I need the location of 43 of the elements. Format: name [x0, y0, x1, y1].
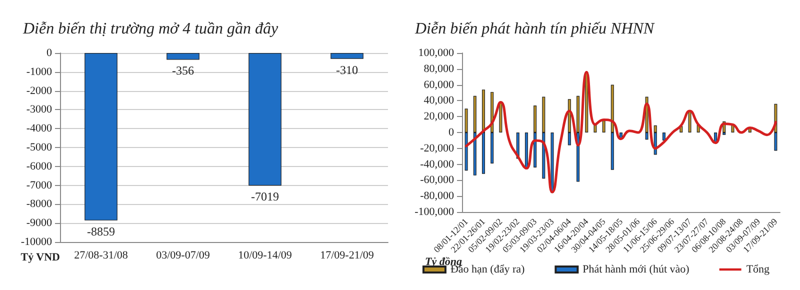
y-tick-label: 0: [448, 126, 454, 138]
chart-title: Diễn biến phát hành tín phiếu NHNN: [414, 20, 656, 38]
y-tick-label: -60,000: [420, 174, 454, 186]
y-tick-label: 20,000: [424, 110, 454, 123]
y-tick-label: -9000: [26, 217, 52, 230]
legend-label: Tổng: [746, 264, 770, 276]
line-series: [465, 70, 777, 194]
y-tick-label: 60,000: [424, 78, 454, 91]
y-tick-label: -20,000: [420, 142, 454, 154]
x-tick-label: 10/09-14/09: [238, 250, 292, 262]
x-tick-label: 27/08-31/08: [74, 250, 128, 262]
bar: [714, 132, 718, 142]
bar: [550, 132, 554, 193]
x-tick-label: 17/09-21/09: [320, 250, 374, 262]
y-tick-label: -10000: [20, 236, 52, 248]
y-tick-label: -80,000: [420, 190, 454, 202]
data-label: -356: [172, 64, 194, 78]
bar: [688, 111, 692, 132]
y-tick-label: -3000: [26, 104, 52, 116]
y-tick-label: 0: [46, 47, 52, 59]
x-tick-label: 03/09-07/09: [156, 250, 210, 262]
bar: [602, 120, 606, 132]
data-label: -8859: [87, 224, 115, 238]
bar: [662, 132, 666, 140]
y-tick-label: 100,000: [418, 47, 454, 59]
y-tick-label: -1000: [26, 66, 52, 78]
y-tick-label: -100,000: [414, 206, 454, 218]
data-label: -7019: [251, 190, 279, 204]
y-tick-label: 40,000: [424, 94, 454, 107]
chart-title: Diễn biến thị trường mở 4 tuần gần đây: [22, 20, 280, 38]
y-tick-label: -4000: [26, 122, 52, 135]
y-tick-label: -7000: [26, 179, 52, 192]
y-axis-title: Tỷ VND: [20, 252, 60, 264]
y-tick-label: -2000: [26, 84, 52, 97]
bar: [499, 102, 502, 132]
y-tick-label: -40,000: [420, 158, 454, 170]
y-tick-label: -6000: [26, 160, 52, 172]
data-label: -310: [336, 62, 358, 77]
bar: [524, 132, 528, 170]
y-tick-label: 80,000: [424, 62, 454, 75]
y-tick-label: -5000: [26, 142, 52, 154]
y-tick-label: -8000: [26, 198, 52, 210]
legend-label: Phát hành mới (hút vào): [582, 264, 690, 276]
